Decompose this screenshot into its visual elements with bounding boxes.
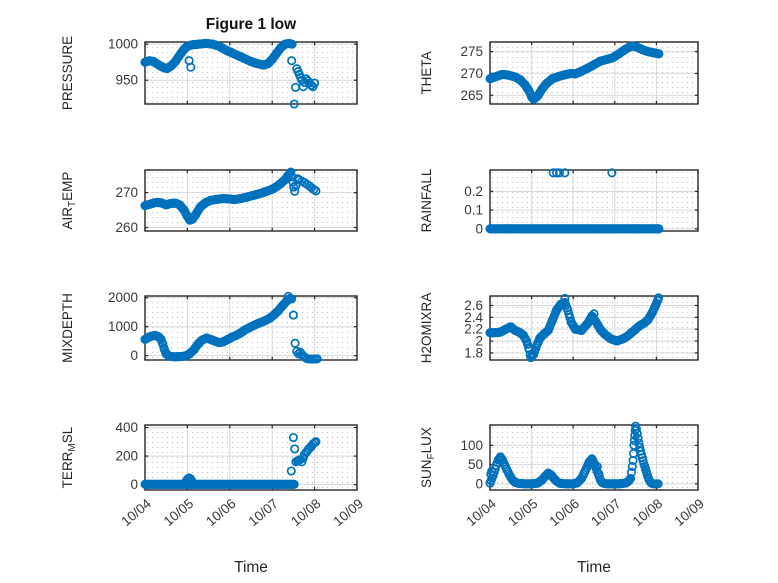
y-axis-label: SUNFLUX: [419, 427, 437, 488]
y-tick-label: 50: [468, 457, 483, 472]
y-tick-label: 100: [460, 438, 483, 453]
major-grid: [145, 170, 357, 231]
x-tick-label: 10/08: [288, 496, 324, 529]
x-tick-label: 10/09: [671, 496, 707, 529]
y-tick-label: 1000: [108, 37, 138, 52]
subplot-mixdepth: 0 1000 2000 MIXDEPTH: [60, 290, 358, 364]
y-axis-label: THETA: [419, 51, 434, 94]
subplot-terr-msl: 0 200 400 10/04 10/05 10/06 10/07 10/08 10/09 TER…: [60, 420, 366, 529]
y-tick-label: 0.1: [464, 203, 483, 218]
series-markers: [140, 167, 321, 225]
minor-grid: [490, 170, 698, 231]
x-tick-label: 10/06: [547, 496, 583, 529]
y-tick-label: 0: [475, 476, 483, 491]
minor-grid: [145, 425, 357, 490]
x-axis-label-left: Time: [234, 559, 268, 576]
y-axis-label: PRESSURE: [60, 36, 75, 110]
y-axis-label: AIRTEMP: [60, 172, 78, 230]
series-markers: [485, 41, 664, 104]
x-tick-label: 10/04: [118, 496, 154, 530]
y-tick-label: 2: [475, 334, 483, 349]
axes-frame: [144, 169, 358, 232]
y-tick-label: 400: [115, 420, 138, 435]
y-tick-label: 950: [115, 73, 138, 88]
tick-marks: [144, 296, 358, 360]
figure-title: Figure 1 low: [206, 16, 297, 33]
y-tick-label: 1000: [108, 319, 138, 334]
x-tick-label: 10/08: [630, 496, 666, 529]
y-tick-label: 2000: [108, 290, 138, 305]
x-tick-label: 10/09: [330, 496, 366, 529]
y-axis-label: RAINFALL: [419, 168, 434, 232]
y-tick-label: 270: [460, 66, 483, 81]
y-tick-label: 275: [460, 44, 483, 59]
y-tick-label: 260: [115, 220, 138, 235]
subplot-h2omixra: 1.822.22.42.6 H2OMIXRA: [419, 293, 699, 364]
y-tick-label: 270: [115, 185, 138, 200]
series-markers: [140, 432, 321, 489]
subplot-air-temp: 260 270 AIRTEMP: [60, 167, 358, 235]
x-axis-label-right: Time: [577, 559, 611, 576]
x-tick-label: 10/06: [203, 496, 239, 529]
subplot-sun-flux: 0 50 100 10/04 10/05 10/06 10/07 10/08 10/09 SUNF…: [419, 421, 707, 530]
y-axis-label: MIXDEPTH: [60, 293, 75, 363]
y-axis-label: TERRMSL: [60, 426, 78, 488]
y-tick-label: 0: [130, 477, 138, 492]
y-tick-label: 2.2: [464, 322, 483, 337]
y-tick-label: 0: [475, 221, 483, 236]
subplot-pressure: 950 1000 PRESSURE: [60, 36, 358, 110]
series-markers: [485, 168, 664, 234]
series-markers: [485, 421, 663, 489]
axes-frame: [144, 41, 358, 105]
axes-frame: [489, 295, 699, 361]
y-tick-label: 0: [130, 348, 138, 363]
subplot-rainfall: 0 0.1 0.2 RAINFALL: [419, 168, 699, 236]
x-tick-label: 10/07: [588, 496, 624, 529]
y-tick-label: 200: [115, 449, 138, 464]
tick-marks: [489, 42, 699, 104]
x-tick-label: 10/07: [246, 496, 282, 529]
x-tick-label: 10/04: [463, 496, 499, 530]
axes-frame: [489, 424, 699, 491]
tick-marks: [144, 170, 358, 231]
x-tick-label: 10/05: [505, 496, 541, 529]
series-markers: [485, 293, 664, 363]
y-tick-label: 0.2: [464, 184, 483, 199]
subplot-theta: 265 270 275 THETA: [419, 41, 699, 105]
axes-frame: [144, 295, 358, 361]
series-markers: [140, 291, 322, 364]
minor-grid: [145, 42, 357, 104]
y-tick-label: 265: [460, 88, 483, 103]
tick-marks: [489, 425, 699, 490]
y-axis-label: H2OMIXRA: [419, 293, 434, 364]
x-tick-label: 10/05: [161, 496, 197, 529]
axes-frame: [144, 424, 358, 491]
y-tick-label: 1.8: [464, 345, 483, 360]
y-tick-label: 2.4: [464, 310, 483, 325]
y-tick-label: 2.6: [464, 298, 483, 313]
series-markers: [140, 38, 320, 109]
